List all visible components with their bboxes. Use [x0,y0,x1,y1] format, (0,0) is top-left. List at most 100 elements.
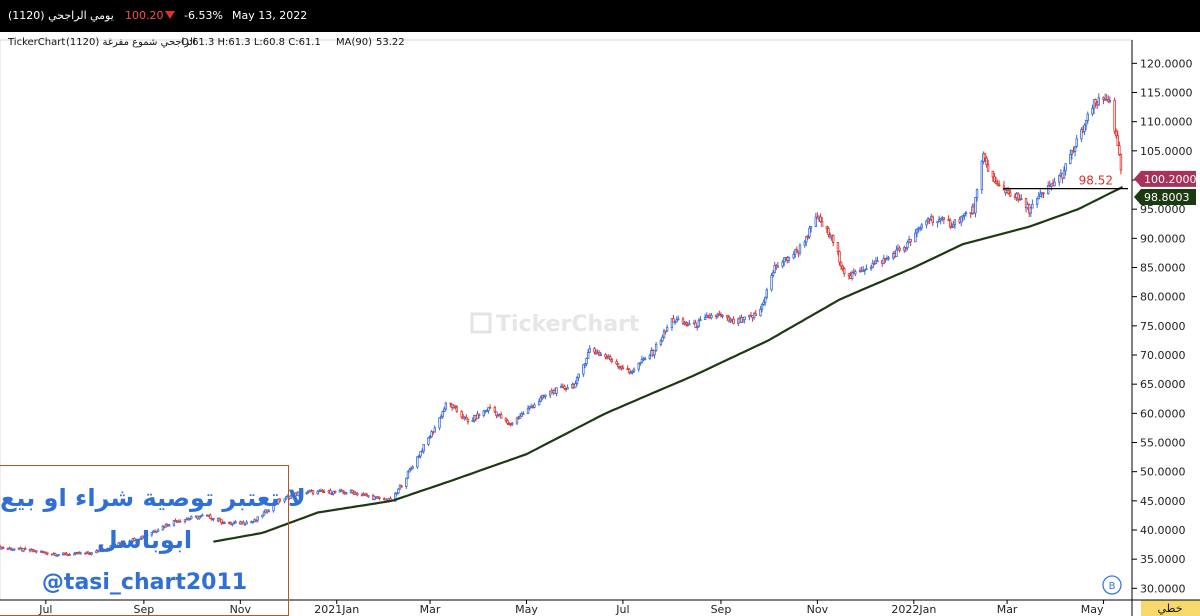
candle [1084,119,1088,131]
candle-body [985,157,988,165]
candle-body [449,402,452,405]
candle [586,349,590,359]
candle-body [351,490,354,493]
candle [454,405,457,410]
candle [805,235,808,246]
candle [865,264,868,271]
candle [582,364,585,377]
candle-body [1002,185,1006,191]
candle [609,354,612,362]
candle-body [44,551,48,554]
candle [297,491,301,497]
candle-body [694,322,697,328]
x-tick-label: Nov [230,603,252,616]
candle [918,226,922,232]
candle [289,493,293,499]
candle-body [518,415,522,419]
last-price: 100.20 [125,9,164,22]
candle [533,402,536,409]
candle-body [1016,193,1020,200]
candle-body [920,224,923,229]
candle [155,530,158,534]
candle [488,404,492,409]
candle [566,384,569,390]
candle-body [283,498,286,502]
candle-body [261,514,264,518]
candle-body [963,213,966,216]
candle [1080,127,1083,143]
candle [721,314,724,319]
candle-body [511,422,514,425]
candle [839,261,843,271]
candle [400,484,403,488]
candle [808,225,811,239]
candle-body [621,367,625,370]
candle [409,466,413,471]
circle-b-icon[interactable]: B [1102,575,1122,595]
candle-body [190,516,193,519]
scale-button-bg[interactable] [1141,600,1200,616]
candle-body [477,413,481,416]
candle-body [776,265,780,268]
candle [820,216,824,227]
candle-body [762,301,765,305]
candle [232,520,236,525]
last-price-badge [1134,170,1196,187]
candle-body [46,552,49,555]
candle [632,367,636,374]
candle-body [836,242,840,252]
candle [378,496,381,501]
y-tick-label: 95.0000 [1140,203,1186,216]
period-label[interactable]: يومي [90,9,114,22]
candle-body [639,362,642,365]
candle [329,488,332,495]
candle-body [428,436,432,439]
candle-body [87,551,90,554]
candle-body [703,317,707,320]
candle [150,532,153,537]
candle [537,398,541,406]
candle-body [275,502,278,505]
candle [732,316,735,325]
candle-body [256,516,259,521]
candle-body [961,214,965,218]
candle-body [732,318,735,324]
candle [765,287,768,300]
candle-body [455,406,459,412]
candle-body [1031,203,1034,209]
candle-body [345,492,348,495]
candle-body [743,316,746,321]
candle-body [101,550,104,553]
candle [161,524,165,531]
candle [321,488,324,493]
scale-button[interactable]: خطي [1141,600,1200,616]
candle [167,523,171,527]
ma-value-badge-label: 98.8003 [1144,191,1190,204]
candle [24,546,27,550]
candle-body [373,496,376,500]
candle-body [808,227,811,238]
candle-body [9,547,13,551]
candle-body [620,365,623,369]
candle [506,419,509,425]
candle [87,551,90,555]
candle [952,220,955,228]
candle [1091,104,1094,117]
candle-body [672,318,675,323]
candle-body [699,319,702,322]
candle [871,259,874,269]
candle-body [1114,130,1118,137]
candle-body [1062,170,1066,179]
candle-body [803,241,806,246]
symbol-name[interactable]: الراجحي (1120) [8,9,87,22]
candle [794,248,797,258]
candle-body [653,350,656,356]
candle [615,359,618,366]
candle [764,296,767,306]
candle [422,443,425,454]
candle [35,550,38,554]
info-circle[interactable] [1102,575,1122,595]
price-chart[interactable]: TickerChart 98.52 30.0000 35.0000 40.0000 4… [0,32,1200,616]
candle [620,365,623,371]
quote-date: May 13, 2022 [232,9,308,22]
